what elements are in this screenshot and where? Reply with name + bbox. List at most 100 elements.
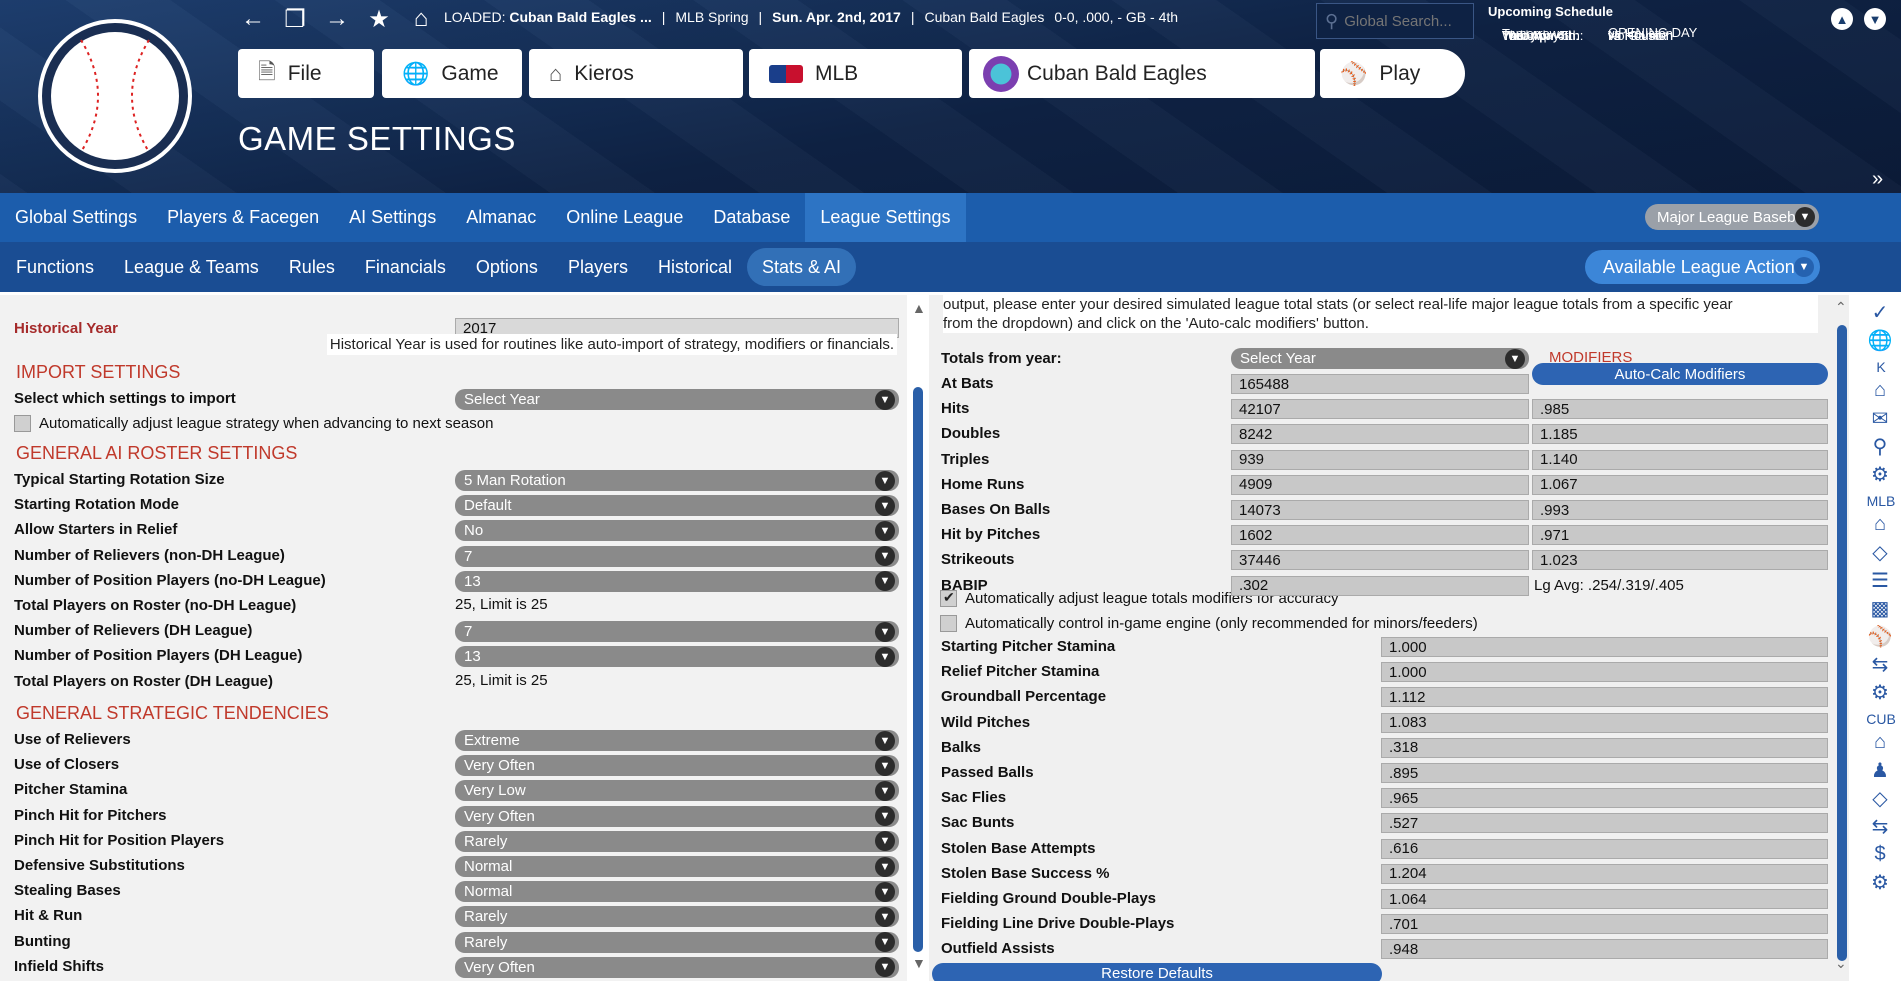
tab-players-facegen[interactable]: Players & Facegen <box>167 207 320 227</box>
tab-stats-ai[interactable]: Stats & AI <box>746 248 857 286</box>
scroll-thumb[interactable] <box>1837 325 1847 961</box>
modifier-input[interactable]: 1.140 <box>1532 449 1828 470</box>
scroll-up-icon[interactable]: ⌃ <box>1835 299 1847 315</box>
league-total-input[interactable]: .302 <box>1231 575 1529 596</box>
auto-adjust-totals-checkbox[interactable] <box>940 589 957 607</box>
auto-control-engine-checkbox[interactable] <box>940 615 957 632</box>
strategy-setting-select[interactable]: Rarely ▼ <box>455 931 899 953</box>
chevron-up-icon[interactable]: ▲ <box>1831 8 1853 30</box>
auto-calc-modifiers-button[interactable]: Auto-Calc Modifiers <box>1532 363 1828 385</box>
tab-league-teams[interactable]: League & Teams <box>124 256 259 277</box>
chevron-down-icon[interactable]: ▼ <box>1864 8 1886 30</box>
tab-almanac[interactable]: Almanac <box>466 207 537 227</box>
tab-financials[interactable]: Financials <box>364 256 446 277</box>
scroll-thumb[interactable] <box>913 387 923 952</box>
global-search[interactable]: ⚲ <box>1316 3 1474 39</box>
game-button[interactable]: 🌐 Game <box>382 49 522 98</box>
gear-icon[interactable]: ⚙ <box>1871 871 1889 894</box>
restore-defaults-button[interactable]: Restore Defaults <box>932 963 1382 981</box>
file-button[interactable]: 🗎 File <box>238 49 374 98</box>
league-total-input[interactable]: 14073 <box>1231 500 1529 520</box>
search-input[interactable] <box>1344 12 1467 30</box>
modifier-input[interactable]: .993 <box>1532 500 1828 520</box>
expand-icon[interactable]: » <box>1872 168 1884 190</box>
engine-modifier-input[interactable]: 1.064 <box>1381 889 1828 909</box>
league-actions-dropdown[interactable]: Available League Actions ▼ <box>1585 250 1820 284</box>
engine-modifier-input[interactable]: 1.083 <box>1381 712 1828 733</box>
mlb-button[interactable]: MLB <box>749 49 962 98</box>
engine-modifier-input[interactable]: .701 <box>1381 914 1828 935</box>
schedule-game[interactable]: vs Houston <box>1608 26 1674 41</box>
tab-players[interactable]: Players <box>567 256 628 277</box>
check-circle-icon[interactable]: ✓ <box>1871 301 1889 324</box>
diamond-icon[interactable]: ◇ <box>1872 787 1888 810</box>
home-icon[interactable]: ⌂ <box>413 5 429 32</box>
totals-year-select[interactable]: Select Year ▼ <box>1231 348 1529 369</box>
home-icon[interactable]: ⌂ <box>1873 730 1887 753</box>
engine-modifier-input[interactable]: 1.204 <box>1381 863 1828 884</box>
play-button[interactable]: ⚾ Play <box>1320 49 1465 98</box>
transfer-icon[interactable]: ⇆ <box>1871 815 1889 838</box>
roster-setting-select[interactable]: 7 ▼ <box>455 621 899 643</box>
dollar-icon[interactable]: $ <box>1874 842 1886 865</box>
gear-icon[interactable]: ⚙ <box>1871 681 1889 704</box>
mail-icon[interactable]: ✉ <box>1871 407 1889 430</box>
kieros-button[interactable]: ⌂ Kieros <box>529 49 743 98</box>
engine-modifier-input[interactable]: .965 <box>1381 788 1828 809</box>
schedule-game[interactable]: vs Houston <box>1608 27 1674 43</box>
modifier-input[interactable]: 1.023 <box>1532 550 1828 571</box>
tab-online-league[interactable]: Online League <box>566 207 684 227</box>
scroll-down-icon[interactable]: ▼ <box>912 955 926 971</box>
tab-database[interactable]: Database <box>713 207 791 227</box>
tab-global-settings[interactable]: Global Settings <box>15 207 138 227</box>
roster-setting-select[interactable]: 13 ▼ <box>455 646 899 668</box>
engine-modifier-input[interactable]: 1.112 <box>1381 687 1828 708</box>
schedule-game[interactable]: vs Houston <box>1608 27 1674 43</box>
league-total-input[interactable]: 37446 <box>1231 550 1529 571</box>
strategy-setting-select[interactable]: Very Often ▼ <box>455 805 899 827</box>
diamond-icon[interactable]: ◇ <box>1872 541 1888 564</box>
copy-icon[interactable]: ❐ <box>284 5 306 33</box>
modifier-input[interactable]: .971 <box>1532 525 1828 546</box>
league-total-input[interactable]: 4909 <box>1231 474 1529 495</box>
modifier-input[interactable]: .985 <box>1532 399 1828 420</box>
strategy-setting-select[interactable]: Extreme ▼ <box>455 730 899 751</box>
tab-rules[interactable]: Rules <box>288 256 335 277</box>
team-button[interactable]: Cuban Bald Eagles <box>969 49 1315 98</box>
strategy-setting-select[interactable]: Very Low ▼ <box>455 780 899 802</box>
engine-modifier-input[interactable]: .895 <box>1381 763 1828 783</box>
back-arrow-icon[interactable]: ← <box>241 5 265 32</box>
scroll-up-icon[interactable]: ▲ <box>912 300 926 316</box>
schedule-game[interactable]: vs Houston <box>1608 27 1674 43</box>
import-year-select[interactable]: Select Year ▼ <box>455 389 899 410</box>
auto-adjust-checkbox[interactable] <box>14 415 31 432</box>
roster-setting-select[interactable]: 7 ▼ <box>455 545 899 567</box>
home-icon[interactable]: ⌂ <box>1873 378 1887 401</box>
strategy-setting-select[interactable]: Very Often ▼ <box>455 956 899 978</box>
engine-modifier-input[interactable]: 1.000 <box>1381 662 1828 683</box>
home-icon[interactable]: ⌂ <box>1873 512 1887 535</box>
engine-modifier-input[interactable]: 1.000 <box>1381 637 1828 657</box>
pane-scrollbar[interactable]: ▲ ▼ <box>908 295 929 981</box>
strategy-setting-select[interactable]: Rarely ▼ <box>455 906 899 928</box>
scroll-down-icon[interactable]: ⌄ <box>1835 955 1847 971</box>
star-icon[interactable]: ★ <box>368 5 390 33</box>
forward-arrow-icon[interactable]: → <box>325 5 349 32</box>
modifier-input[interactable]: 1.067 <box>1532 474 1828 495</box>
person-icon[interactable]: ♟ <box>1871 759 1889 782</box>
tab-options[interactable]: Options <box>475 256 538 277</box>
roster-setting-select[interactable]: 5 Man Rotation ▼ <box>455 470 899 491</box>
strategy-setting-select[interactable]: Rarely ▼ <box>455 830 899 852</box>
league-total-input[interactable]: 939 <box>1231 449 1529 470</box>
tab-functions[interactable]: Functions <box>16 256 95 277</box>
bar-chart-icon[interactable]: ▩ <box>1870 597 1890 620</box>
tab-league-settings[interactable]: League Settings <box>805 193 966 242</box>
league-total-input[interactable]: 165488 <box>1231 374 1529 394</box>
baseball-icon[interactable]: ⚾ <box>1867 625 1893 648</box>
tab-historical[interactable]: Historical <box>657 256 732 277</box>
league-total-input[interactable]: 8242 <box>1231 424 1529 445</box>
league-total-input[interactable]: 1602 <box>1231 525 1529 546</box>
list-icon[interactable]: ☰ <box>1871 569 1889 592</box>
league-total-input[interactable]: 42107 <box>1231 399 1529 420</box>
strategy-setting-select[interactable]: Very Often ▼ <box>455 755 899 777</box>
